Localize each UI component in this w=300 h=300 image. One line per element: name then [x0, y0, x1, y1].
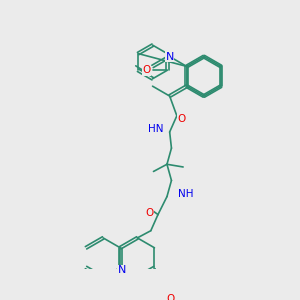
- Text: HN: HN: [148, 124, 164, 134]
- Text: O: O: [142, 65, 151, 75]
- Text: O: O: [177, 113, 185, 124]
- Text: N: N: [166, 52, 174, 61]
- Text: O: O: [166, 294, 175, 300]
- Text: O: O: [145, 208, 153, 218]
- Text: NH: NH: [178, 189, 193, 199]
- Text: N: N: [118, 265, 126, 275]
